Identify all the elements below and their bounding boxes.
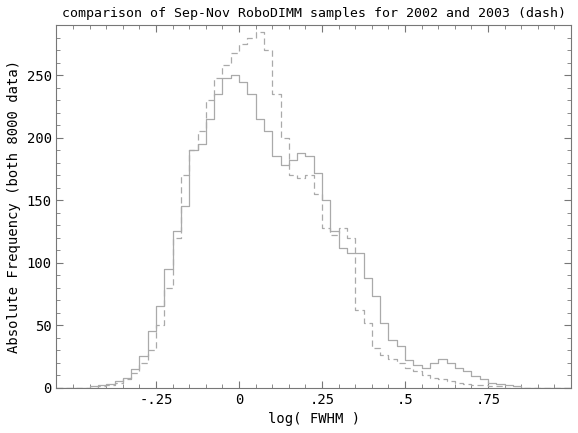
Title: comparison of Sep-Nov RoboDIMM samples for 2002 and 2003 (dash): comparison of Sep-Nov RoboDIMM samples f… <box>62 7 566 20</box>
X-axis label: log( FWHM ): log( FWHM ) <box>268 412 360 426</box>
Y-axis label: Absolute Frequency (both 8000 data): Absolute Frequency (both 8000 data) <box>7 60 21 353</box>
